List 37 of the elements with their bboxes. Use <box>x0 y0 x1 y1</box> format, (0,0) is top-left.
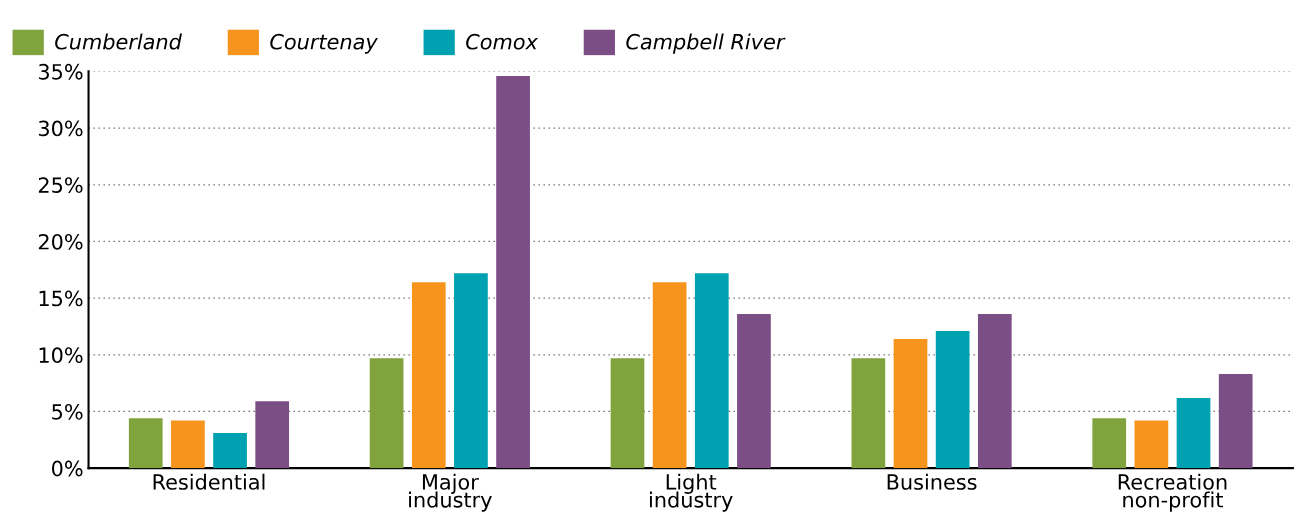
bar <box>411 282 446 469</box>
bar <box>171 420 205 469</box>
legend-label: Cumberland <box>55 33 182 50</box>
bar <box>213 433 247 469</box>
bar <box>128 418 163 469</box>
bar <box>1176 397 1211 469</box>
y-tick-label: 15% <box>39 290 83 307</box>
bar <box>369 358 404 469</box>
bar <box>977 314 1012 469</box>
bar <box>737 314 771 469</box>
bar <box>1134 420 1169 469</box>
y-tick-label: 35% <box>38 63 83 80</box>
x-tick-label: Light industry <box>650 473 733 512</box>
y-tick-label: 25% <box>38 177 83 193</box>
y-tick-label: 20% <box>38 233 83 250</box>
x-tick-label: Business <box>887 473 977 490</box>
bar <box>935 331 970 469</box>
y-tick-label: 5% <box>52 403 83 420</box>
bar <box>893 338 928 469</box>
legend-label: Comox <box>466 33 539 50</box>
bar <box>694 273 729 469</box>
x-tick-label: Recreation non-profit <box>1118 473 1227 512</box>
y-tick-label: 0% <box>52 460 83 477</box>
bar <box>496 75 530 469</box>
bar <box>255 401 290 469</box>
bar <box>1092 418 1127 469</box>
bar <box>851 358 886 469</box>
x-tick-label: Major industry <box>409 473 492 512</box>
legend-label: Courtenay <box>270 33 378 54</box>
bar <box>454 273 488 469</box>
bar <box>610 358 645 469</box>
x-tick-label: Residential <box>153 473 265 490</box>
bar <box>1218 374 1253 469</box>
y-tick-label: 30% <box>38 120 83 137</box>
bar <box>652 282 687 469</box>
y-tick-label: 10% <box>39 347 83 364</box>
legend-label: Campbell River <box>626 33 786 54</box>
